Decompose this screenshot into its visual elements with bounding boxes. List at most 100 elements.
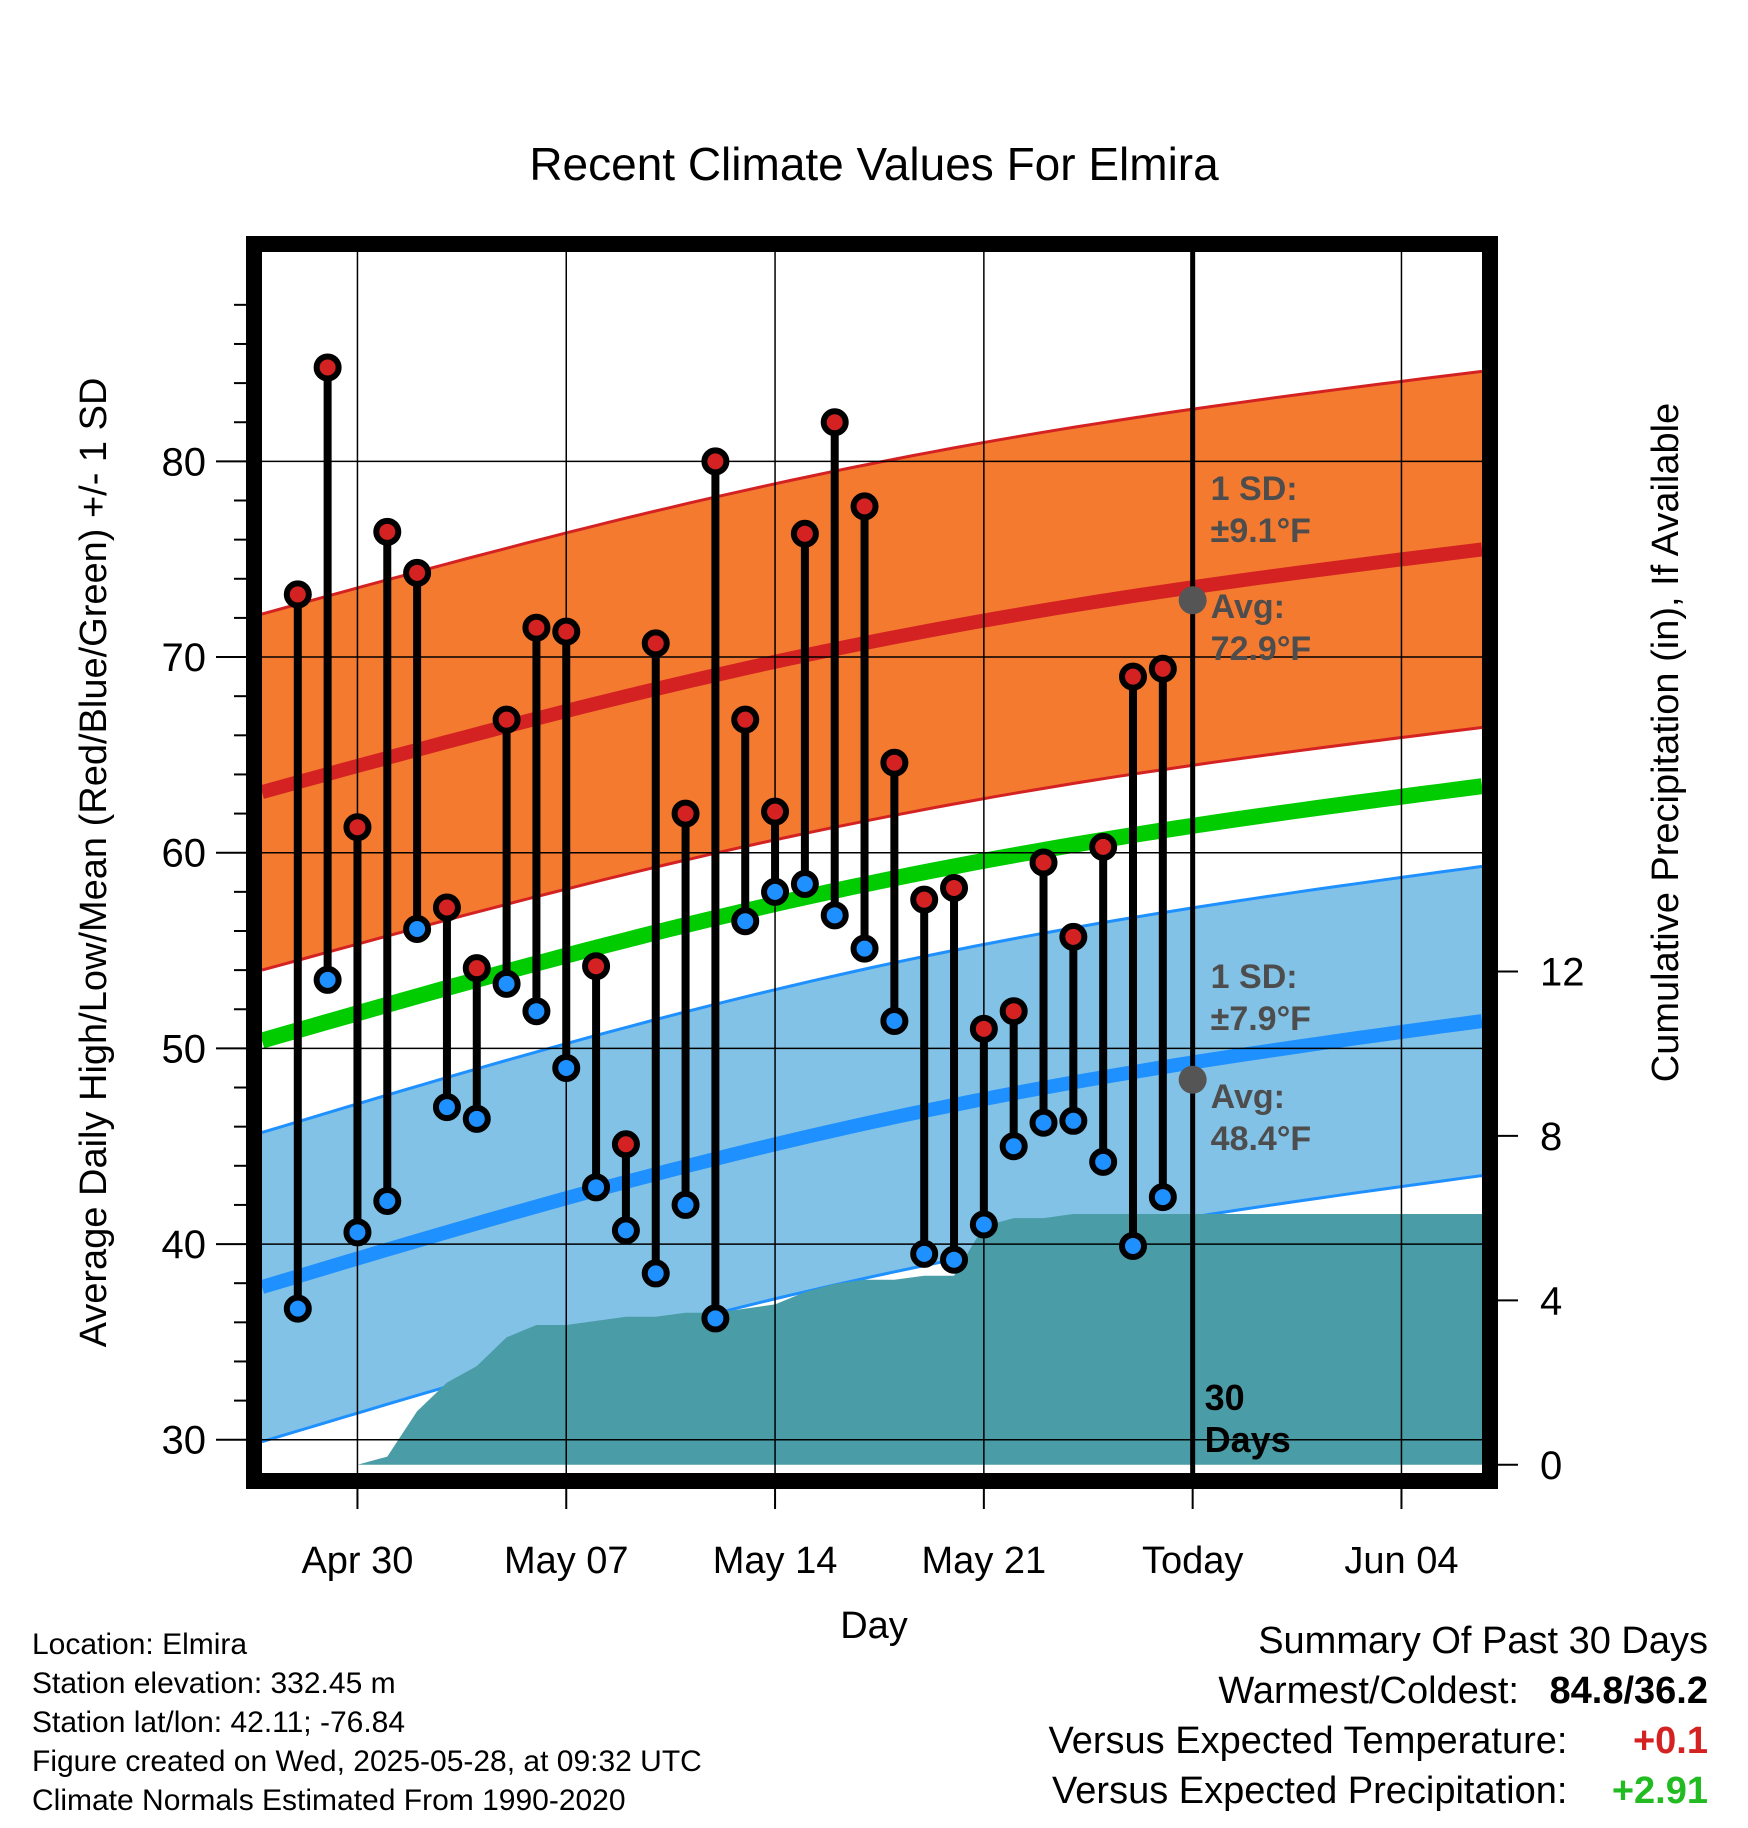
daily-high-dot [761, 797, 790, 826]
daily-high-dot [462, 954, 491, 983]
summary-precip-value: +2.91 [1611, 1770, 1708, 1812]
daily-low-dot [731, 907, 760, 936]
high-avg-value: 72.9°F [1211, 630, 1312, 668]
summary-temp-label: Versus Expected Temperature: [1048, 1720, 1568, 1762]
daily-high-dot [522, 613, 551, 642]
daily-high-dot [820, 408, 849, 437]
x-tick-label: May 14 [713, 1540, 838, 1582]
daily-high-dot [403, 558, 432, 587]
daily-low-dot [343, 1218, 372, 1247]
high-band-lower-edge [262, 726, 1482, 972]
x-tick-label: Jun 04 [1344, 1540, 1458, 1582]
daily-high-dot [1148, 654, 1177, 683]
daily-low-dot [820, 901, 849, 930]
daily-high-dot [1059, 922, 1088, 951]
daily-high-dot [582, 952, 611, 981]
daily-high-dot [313, 353, 342, 382]
daily-high-dot [641, 629, 670, 658]
daily-low-dot [1059, 1106, 1088, 1135]
summary-temp-value: +0.1 [1632, 1720, 1708, 1762]
daily-high-dot [283, 580, 312, 609]
plot-frame [246, 236, 1498, 1489]
daily-high-dot [492, 705, 521, 734]
low-sd-label: 1 SD: [1211, 958, 1298, 996]
high-avg-label: Avg: [1211, 588, 1285, 626]
daily-low-dot [999, 1132, 1028, 1161]
summary-warm-cold-value: 84.8/36.2 [1549, 1670, 1708, 1712]
daily-high-dot [790, 519, 819, 548]
daily-low-dot [880, 1006, 909, 1035]
today-days-number: 30 [1205, 1377, 1245, 1418]
today-days-label: Days [1205, 1419, 1291, 1460]
daily-low-dot [552, 1053, 581, 1082]
daily-high-dot [880, 748, 909, 777]
daily-low-dot [1148, 1183, 1177, 1212]
high-sd-value: ±9.1°F [1211, 512, 1311, 550]
daily-low-dot [492, 969, 521, 998]
low-avg-value: 48.4°F [1211, 1120, 1312, 1158]
daily-low-dot [313, 965, 342, 994]
daily-high-dot [343, 813, 372, 842]
x-tick-label: Apr 30 [301, 1540, 413, 1582]
y2-tick-label: 8 [1540, 1115, 1562, 1159]
daily-high-dot [1029, 848, 1058, 877]
info-elevation: Station elevation: 332.45 m [32, 1667, 396, 1700]
y-tick-label: 50 [162, 1027, 207, 1071]
y2-tick-label: 4 [1540, 1279, 1562, 1323]
daily-low-dot [611, 1216, 640, 1245]
y2-tick-label: 0 [1540, 1444, 1562, 1488]
low-sd-value: ±7.9°F [1211, 1000, 1311, 1038]
y-tick-label: 60 [162, 832, 207, 876]
daily-low-dot [522, 997, 551, 1026]
daily-low-dot [850, 934, 879, 963]
summary-warm-cold: Warmest/Coldest: 84.8/36.2 [1218, 1670, 1708, 1713]
daily-high-dot [910, 885, 939, 914]
info-created: Figure created on Wed, 2025-05-28, at 09… [32, 1745, 702, 1778]
summary-precip-label: Versus Expected Precipitation: [1052, 1770, 1568, 1812]
low-avg-label: Avg: [1211, 1078, 1285, 1116]
y-tick-label: 30 [162, 1419, 207, 1463]
y2-axis-label: Cumulative Precipitation (in), If Availa… [1645, 403, 1687, 1082]
chart-title: Recent Climate Values For Elmira [529, 138, 1219, 190]
daily-high-dot [940, 873, 969, 902]
daily-low-dot [432, 1093, 461, 1122]
normal-mean-line [262, 778, 1482, 1049]
daily-low-dot [582, 1173, 611, 1202]
daily-high-dot [373, 517, 402, 546]
summary-precip: Versus Expected Precipitation: +2.91 [1052, 1770, 1708, 1813]
normal-high-line [262, 542, 1482, 799]
x-tick-label: Today [1142, 1540, 1243, 1582]
today-avg-high-marker [1178, 586, 1207, 615]
daily-high-dot [731, 705, 760, 734]
daily-high-dot [1089, 832, 1118, 861]
daily-low-dot [462, 1104, 491, 1133]
daily-low-dot [701, 1304, 730, 1333]
daily-low-dot [940, 1245, 969, 1274]
daily-high-dot [611, 1130, 640, 1159]
daily-high-dot [1119, 662, 1148, 691]
y-tick-label: 70 [162, 636, 207, 680]
info-location: Location: Elmira [32, 1628, 248, 1661]
high-band-upper-edge [262, 369, 1482, 616]
daily-high-dot [701, 447, 730, 476]
daily-high-dot [671, 799, 700, 828]
daily-low-dot [641, 1259, 670, 1288]
info-latlon: Station lat/lon: 42.11; -76.84 [32, 1706, 406, 1739]
daily-low-dot [969, 1210, 998, 1239]
daily-low-dot [373, 1187, 402, 1216]
daily-low-dot [761, 877, 790, 906]
daily-high-dot [432, 893, 461, 922]
daily-low-dot [403, 915, 432, 944]
info-normals: Climate Normals Estimated From 1990-2020 [32, 1784, 626, 1817]
x-axis-label: Day [840, 1605, 908, 1647]
daily-low-dot [283, 1294, 312, 1323]
daily-high-dot [999, 997, 1028, 1026]
summary-warm-cold-label: Warmest/Coldest: [1218, 1670, 1519, 1712]
x-tick-label: May 07 [504, 1540, 629, 1582]
daily-low-dot [1089, 1147, 1118, 1176]
daily-low-dot [1029, 1108, 1058, 1137]
y-tick-label: 80 [162, 440, 207, 484]
y2-tick-label: 12 [1540, 950, 1585, 994]
daily-high-dot [552, 617, 581, 646]
